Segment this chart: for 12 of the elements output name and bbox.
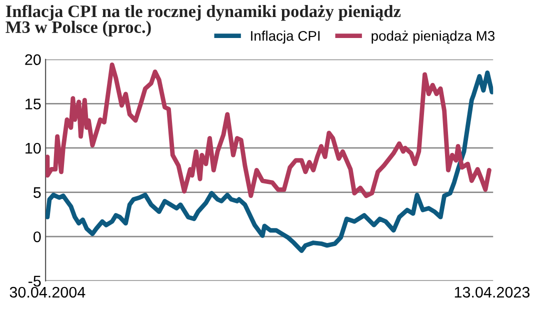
y-tick-label: -5 [28, 276, 41, 287]
x-tick-label: 13.04.2023 [454, 286, 530, 298]
line-series [46, 70, 494, 253]
line-series [46, 62, 492, 198]
y-tick-label: 20 [25, 54, 41, 66]
y-tick-label: 0 [33, 231, 41, 242]
legend-label: podaż pieniądza M3 [372, 30, 495, 44]
y-tick-label: 15 [26, 98, 41, 110]
legend-label: Inflacja CPI [251, 30, 320, 44]
y-tick-label: 10 [26, 142, 41, 154]
x-tick-label: 30.04.2004 [10, 286, 86, 298]
y-tick-label: 5 [34, 187, 41, 198]
